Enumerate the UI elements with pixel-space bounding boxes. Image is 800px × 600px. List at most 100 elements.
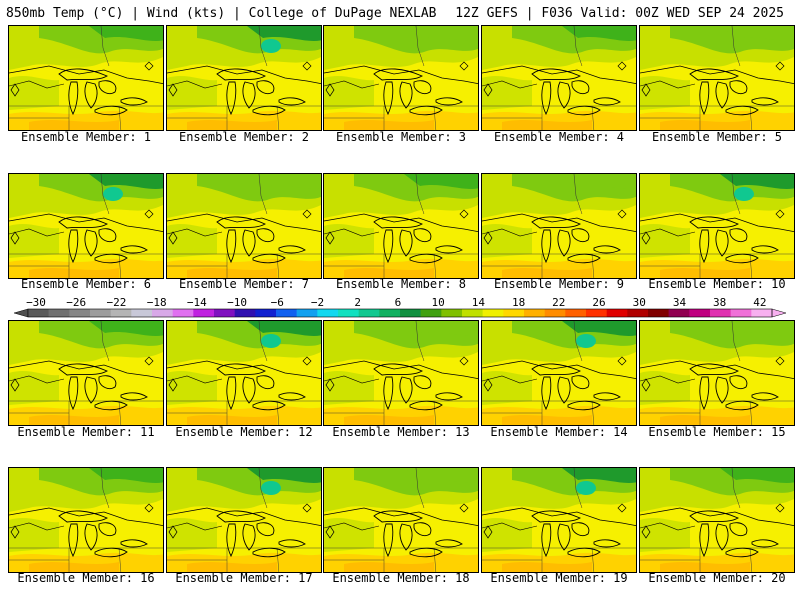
- colorbar-tick-label: −2: [311, 296, 324, 309]
- ensemble-member-map: [323, 173, 479, 279]
- colorbar-swatch: [730, 309, 752, 317]
- chart-title: 850mb Temp (°C) | Wind (kts) | College o…: [6, 6, 437, 21]
- colorbar-swatch: [751, 309, 773, 317]
- colorbar-frame: [27, 308, 773, 318]
- ensemble-member-map: [166, 467, 322, 573]
- colorbar-tick-label: 6: [395, 296, 402, 309]
- colorbar-tick-label: −10: [227, 296, 247, 309]
- colorbar-tick-label: 30: [633, 296, 646, 309]
- colorbar-swatch: [69, 309, 91, 317]
- colorbar-swatch: [668, 309, 690, 317]
- colorbar-tick-label: 18: [512, 296, 525, 309]
- colorbar-swatch: [110, 309, 132, 317]
- ensemble-member-map: [166, 25, 322, 131]
- colorbar-tick-label: −6: [271, 296, 284, 309]
- temperature-colorbar: −30 −26 −22 −18 −14 −10 −6 −2 2 6 10 14 18 22 26 30 34 38…: [14, 296, 786, 318]
- colorbar-swatch: [338, 309, 359, 317]
- colorbar-swatch: [482, 309, 504, 317]
- colorbar-left-arrow: [14, 308, 29, 318]
- ensemble-member-map: [8, 25, 164, 131]
- colorbar-tick-label: 34: [673, 296, 687, 309]
- colorbar-swatch: [317, 309, 339, 317]
- ensemble-member-label: Ensemble Member: 15: [648, 425, 786, 439]
- ensemble-member-map: [166, 173, 322, 279]
- ensemble-member-map: [8, 173, 164, 279]
- ensemble-member-label: Ensemble Member: 4: [493, 130, 625, 144]
- ensemble-member-label: Ensemble Member: 16: [17, 571, 155, 585]
- colorbar-swatch: [462, 309, 483, 317]
- colorbar-swatch: [131, 309, 153, 317]
- ensemble-member-label: Ensemble Member: 12: [175, 425, 313, 439]
- colorbar-swatch: [400, 309, 421, 317]
- colorbar-swatch: [172, 309, 194, 317]
- colorbar-swatch: [710, 309, 731, 317]
- colorbar-right-arrow: [771, 308, 786, 318]
- ensemble-member-label: Ensemble Member: 17: [175, 571, 313, 585]
- colorbar-swatch: [276, 309, 297, 317]
- colorbar-swatch: [648, 309, 669, 317]
- colorbar-swatch: [28, 309, 49, 317]
- ensemble-member-label: Ensemble Member: 18: [332, 571, 470, 585]
- ensemble-member-label: Ensemble Member: 8: [335, 277, 467, 291]
- colorbar-swatch: [48, 309, 70, 317]
- ensemble-member-label: Ensemble Member: 1: [20, 130, 152, 144]
- colorbar-tick-label: 10: [432, 296, 445, 309]
- colorbar-swatch: [379, 309, 401, 317]
- colorbar-swatch: [234, 309, 256, 317]
- ensemble-member-map: [166, 320, 322, 426]
- ensemble-member-map: [639, 320, 795, 426]
- ensemble-member-label: Ensemble Member: 3: [335, 130, 467, 144]
- colorbar-tick-label: 26: [592, 296, 605, 309]
- ensemble-member-label: Ensemble Member: 19: [490, 571, 628, 585]
- ensemble-member-map: [639, 25, 795, 131]
- ensemble-member-label: Ensemble Member: 2: [178, 130, 310, 144]
- ensemble-member-map: [481, 173, 637, 279]
- ensemble-member-label: Ensemble Member: 20: [648, 571, 786, 585]
- colorbar-tick-label: −14: [187, 296, 207, 309]
- colorbar-swatch: [627, 309, 649, 317]
- ensemble-member-map: [323, 25, 479, 131]
- colorbar-tick-label: −22: [106, 296, 126, 309]
- ensemble-member-label: Ensemble Member: 7: [178, 277, 310, 291]
- colorbar-tick-label: 22: [552, 296, 565, 309]
- ensemble-member-label: Ensemble Member: 13: [332, 425, 470, 439]
- colorbar-swatch: [296, 309, 318, 317]
- colorbar-swatch: [441, 309, 463, 317]
- colorbar-swatch: [152, 309, 173, 317]
- colorbar-swatch: [586, 309, 607, 317]
- ensemble-member-label: Ensemble Member: 10: [648, 277, 786, 291]
- ensemble-member-map: [639, 467, 795, 573]
- colorbar-swatch: [193, 309, 215, 317]
- colorbar-swatch: [420, 309, 442, 317]
- colorbar-tick-label: −18: [147, 296, 167, 309]
- colorbar-swatch: [689, 309, 711, 317]
- colorbar-swatch: [503, 309, 525, 317]
- ensemble-member-map: [8, 467, 164, 573]
- colorbar-swatch: [544, 309, 566, 317]
- ensemble-member-map: [481, 320, 637, 426]
- colorbar-swatch: [255, 309, 277, 317]
- ensemble-member-map: [481, 25, 637, 131]
- ensemble-member-label: Ensemble Member: 6: [20, 277, 152, 291]
- colorbar-swatch: [565, 309, 587, 317]
- colorbar-swatch: [358, 309, 380, 317]
- ensemble-member-label: Ensemble Member: 5: [651, 130, 783, 144]
- ensemble-member-label: Ensemble Member: 14: [490, 425, 628, 439]
- colorbar-tick-label: −30: [26, 296, 46, 309]
- run-valid-time: 12Z GEFS | F036 Valid: 00Z WED SEP 24 20…: [455, 6, 784, 21]
- ensemble-member-map: [323, 467, 479, 573]
- ensemble-member-label: Ensemble Member: 9: [493, 277, 625, 291]
- ensemble-member-map: [481, 467, 637, 573]
- colorbar-tick-label: 2: [354, 296, 361, 309]
- ensemble-member-map: [323, 320, 479, 426]
- colorbar-tick-label: 38: [713, 296, 726, 309]
- ensemble-member-map: [639, 173, 795, 279]
- colorbar-swatch: [606, 309, 628, 317]
- colorbar-swatch: [90, 309, 111, 317]
- colorbar-swatch: [214, 309, 235, 317]
- ensemble-member-map: [8, 320, 164, 426]
- colorbar-tick-label: 42: [753, 296, 766, 309]
- colorbar-swatch: [524, 309, 545, 317]
- colorbar-tick-label: 14: [472, 296, 486, 309]
- colorbar-tick-label: −26: [66, 296, 86, 309]
